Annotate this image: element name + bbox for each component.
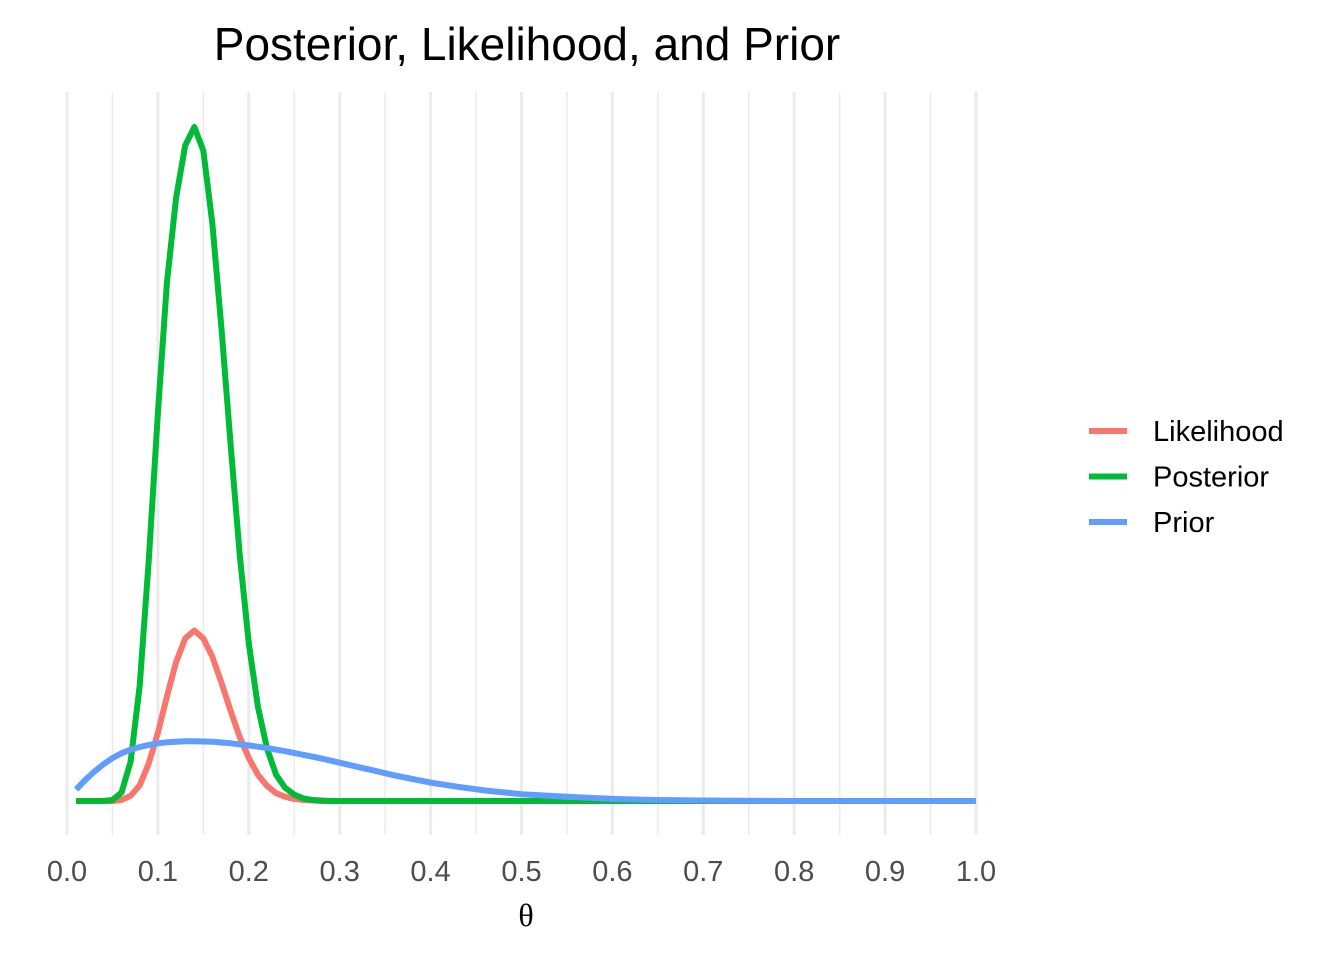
plot-series [73, 124, 976, 804]
x-tick-label: 0.8 [774, 856, 814, 888]
x-tick-label: 0.9 [865, 856, 905, 888]
series-line-prior [73, 738, 976, 804]
x-axis-ticks: 0.0 0.1 0.2 0.3 0.4 0.5 0.6 0.7 0.8 0.9 1.0 [47, 856, 996, 888]
legend-label-posterior: Posterior [1153, 462, 1269, 494]
x-tick-label: 0.4 [410, 856, 450, 888]
chart-title: Posterior, Likelihood, and Prior [214, 18, 840, 70]
x-tick-label: 0.0 [47, 856, 87, 888]
legend-label-prior: Prior [1153, 507, 1215, 539]
x-tick-label: 0.5 [501, 856, 541, 888]
x-tick-label: 0.6 [592, 856, 632, 888]
x-tick-label: 0.3 [320, 856, 360, 888]
series-line-posterior [76, 124, 976, 804]
x-tick-label: 0.2 [229, 856, 269, 888]
x-tick-label: 0.1 [138, 856, 178, 888]
x-tick-label: 1.0 [956, 856, 996, 888]
legend: Likelihood Posterior Prior [1089, 416, 1284, 539]
legend-label-likelihood: Likelihood [1153, 416, 1284, 448]
x-tick-label: 0.7 [683, 856, 723, 888]
grid-lines [65, 92, 978, 835]
x-axis-label: θ [518, 897, 533, 933]
series-line-likelihood [76, 627, 976, 804]
